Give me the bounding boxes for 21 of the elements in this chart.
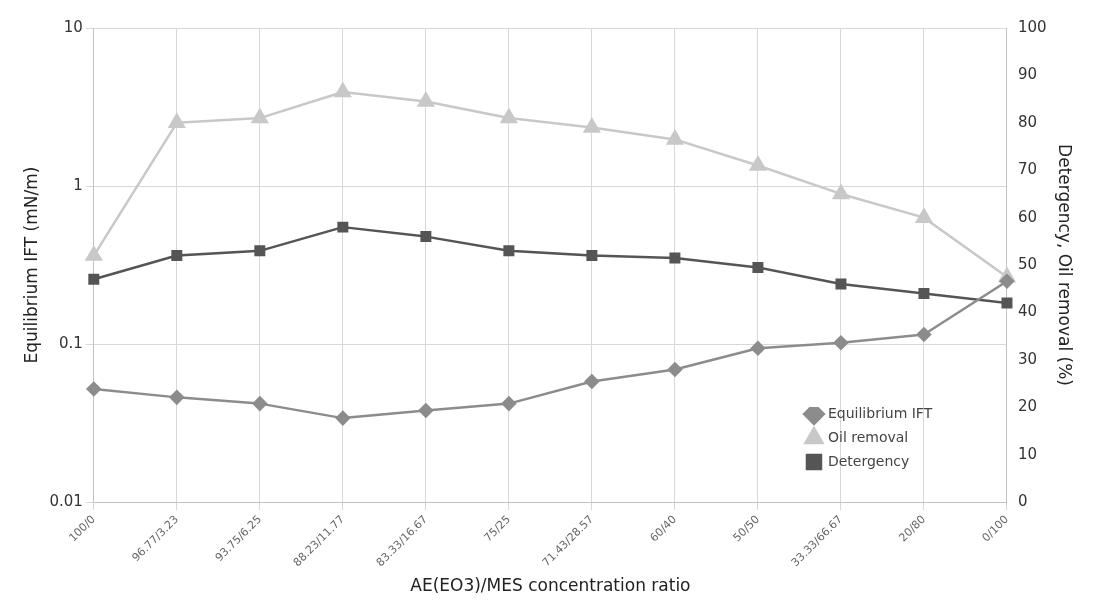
y2-tick-label: 90 <box>1017 65 1038 84</box>
y2-tick-label: 70 <box>1017 160 1038 179</box>
y2-axis-title: Detergency, Oil removal (%) <box>1055 144 1076 387</box>
legend-label: Equilibrium IFT <box>827 404 933 421</box>
legend-label: Oil removal <box>827 428 909 445</box>
y2-tick-label: 10 <box>1017 444 1038 463</box>
legend-label: Detergency <box>827 452 910 469</box>
y-axis-title: Equilibrium IFT (mN/m) <box>20 166 41 364</box>
x-axis-title: AE(EO3)/MES concentration ratio <box>410 575 691 596</box>
y2-tick-label: 30 <box>1017 349 1038 368</box>
y2-tick-label: 100 <box>1017 17 1047 36</box>
y2-tick-label: 60 <box>1017 207 1038 226</box>
y-tick-label: 10 <box>63 17 83 36</box>
y2-tick-label: 80 <box>1017 112 1038 131</box>
y2-tick-label: 0 <box>1017 492 1028 510</box>
y-tick-label: 0.01 <box>49 492 83 510</box>
y2-tick-label: 50 <box>1017 254 1038 273</box>
y2-tick-label: 20 <box>1017 397 1038 416</box>
y-tick-label: 0.1 <box>58 333 83 352</box>
y2-tick-label: 40 <box>1017 302 1038 321</box>
y-tick-label: 1 <box>73 175 83 194</box>
